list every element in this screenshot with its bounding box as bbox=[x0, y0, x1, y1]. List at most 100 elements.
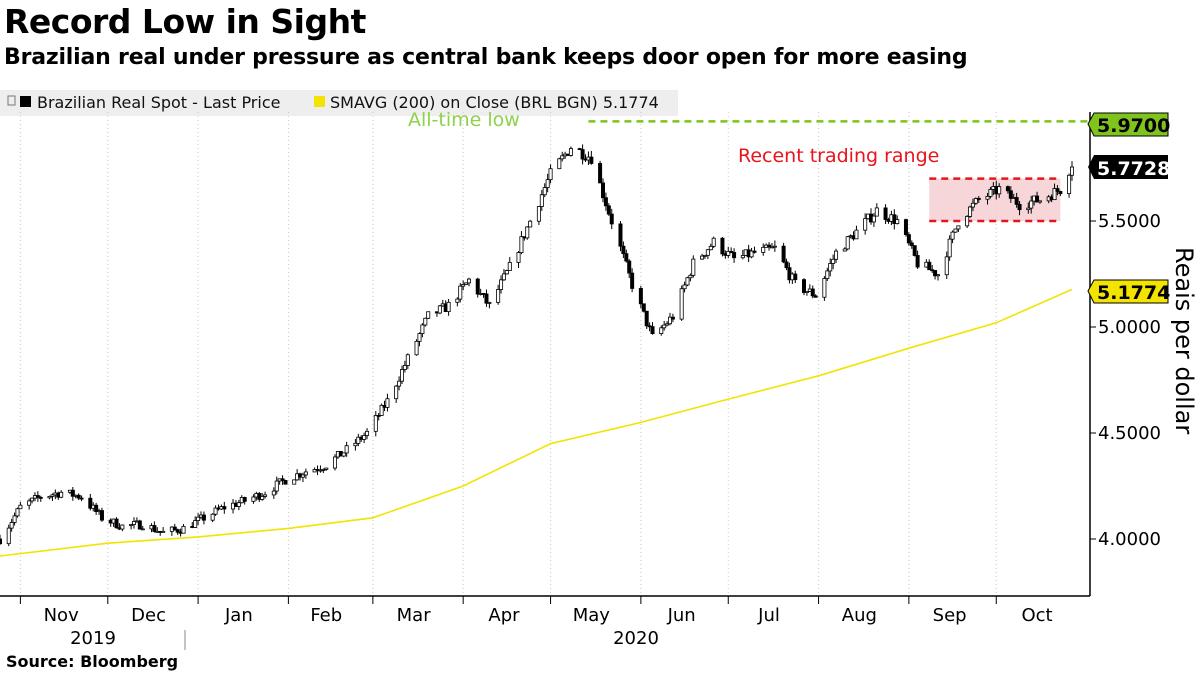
candle-body bbox=[399, 369, 404, 382]
candle-body bbox=[906, 234, 911, 244]
candle-body bbox=[700, 255, 705, 260]
candle-body bbox=[842, 248, 847, 252]
candle-body bbox=[300, 474, 305, 478]
candle-body bbox=[965, 216, 970, 227]
candle-body bbox=[379, 404, 384, 416]
candle-body bbox=[936, 274, 941, 277]
candle-body bbox=[1026, 207, 1031, 211]
candle-body bbox=[536, 206, 541, 222]
candle-body bbox=[539, 194, 544, 207]
chart-title: Record Low in Sight bbox=[4, 2, 366, 41]
candle-body bbox=[251, 496, 256, 502]
candle-body bbox=[496, 289, 501, 303]
candle-body bbox=[761, 246, 766, 253]
candle-body bbox=[784, 261, 789, 269]
candle-body bbox=[679, 288, 684, 320]
candle-body bbox=[1008, 190, 1013, 199]
candle-body bbox=[630, 272, 635, 289]
candle-body bbox=[1014, 197, 1019, 205]
candle-body bbox=[504, 270, 509, 275]
candle-body bbox=[542, 187, 547, 196]
candle-body bbox=[985, 195, 990, 200]
candle-body bbox=[271, 490, 276, 496]
candle-body bbox=[385, 398, 390, 408]
candle-body bbox=[525, 226, 530, 239]
y-tick-label: 5.5000 bbox=[1098, 211, 1161, 232]
candle-body bbox=[802, 279, 807, 293]
candle-body bbox=[729, 250, 734, 253]
candle-body bbox=[950, 231, 955, 240]
candle-body bbox=[1017, 203, 1022, 211]
candle-body bbox=[50, 494, 55, 497]
source-note: Source: Bloomberg bbox=[6, 652, 179, 671]
candle-body bbox=[321, 469, 326, 471]
x-month-label: Oct bbox=[1021, 605, 1052, 626]
candle-body bbox=[767, 244, 772, 248]
candle-body bbox=[726, 250, 731, 256]
x-month-label: Nov bbox=[44, 605, 79, 626]
candle-body bbox=[437, 305, 442, 314]
candle-body bbox=[854, 229, 859, 240]
candle-body bbox=[732, 252, 737, 259]
candle-body bbox=[933, 270, 938, 277]
candle-body bbox=[373, 415, 378, 432]
y-axis-label: Reais per dollar bbox=[1170, 247, 1198, 434]
candle-body bbox=[871, 215, 876, 223]
candle-body bbox=[947, 238, 952, 258]
candle-body bbox=[402, 365, 407, 370]
candle-body bbox=[618, 223, 623, 247]
candle-body bbox=[292, 479, 297, 485]
candle-body bbox=[1067, 174, 1072, 195]
y-tick-label: 4.5000 bbox=[1098, 423, 1161, 444]
candle-body bbox=[598, 163, 603, 184]
candle-body bbox=[353, 442, 358, 447]
trading-range-band bbox=[929, 177, 1061, 223]
candle-body bbox=[711, 237, 716, 247]
candle-body bbox=[35, 495, 40, 498]
candle-body bbox=[813, 295, 818, 298]
candle-body bbox=[831, 258, 836, 264]
candle-body bbox=[909, 242, 914, 247]
candle-body bbox=[405, 354, 410, 366]
candle-body bbox=[828, 263, 833, 272]
candle-body bbox=[175, 529, 180, 533]
candle-body bbox=[1052, 188, 1057, 201]
candle-body bbox=[152, 525, 157, 532]
sma-series bbox=[0, 288, 1073, 557]
x-month-label: Sep bbox=[933, 605, 967, 626]
candle-body bbox=[1058, 191, 1063, 195]
legend-background bbox=[0, 90, 678, 116]
candle-body bbox=[79, 497, 84, 500]
candle-body bbox=[1055, 188, 1060, 192]
candle-body bbox=[397, 380, 402, 387]
candle-body bbox=[662, 324, 667, 329]
candle-body bbox=[260, 496, 265, 500]
candle-body bbox=[1035, 195, 1040, 203]
last-price-tag-text: 5.7728 bbox=[1097, 158, 1170, 180]
candle-body bbox=[749, 250, 754, 258]
x-year-label: 2019 bbox=[70, 628, 116, 649]
candle-body bbox=[970, 202, 975, 208]
x-month-label: Dec bbox=[131, 605, 166, 626]
candle-body bbox=[568, 148, 573, 156]
x-year-label: 2020 bbox=[613, 628, 659, 649]
legend-collapse-icon[interactable] bbox=[7, 95, 16, 106]
trading-range-label: Recent trading range bbox=[738, 145, 939, 167]
candle-body bbox=[280, 478, 285, 481]
candle-body bbox=[621, 245, 626, 255]
candle-body bbox=[140, 528, 145, 531]
candle-body bbox=[88, 497, 93, 509]
candle-body bbox=[912, 245, 917, 256]
candle-body bbox=[548, 168, 553, 181]
candle-body bbox=[30, 497, 35, 502]
candle-body bbox=[883, 207, 888, 220]
candle-body bbox=[644, 310, 649, 327]
candle-body bbox=[344, 445, 349, 454]
candle-body bbox=[624, 253, 629, 262]
candle-body bbox=[953, 228, 958, 233]
candle-body bbox=[196, 516, 201, 521]
candle-body bbox=[822, 278, 827, 298]
candle-body bbox=[944, 256, 949, 276]
candle-body bbox=[131, 521, 136, 525]
